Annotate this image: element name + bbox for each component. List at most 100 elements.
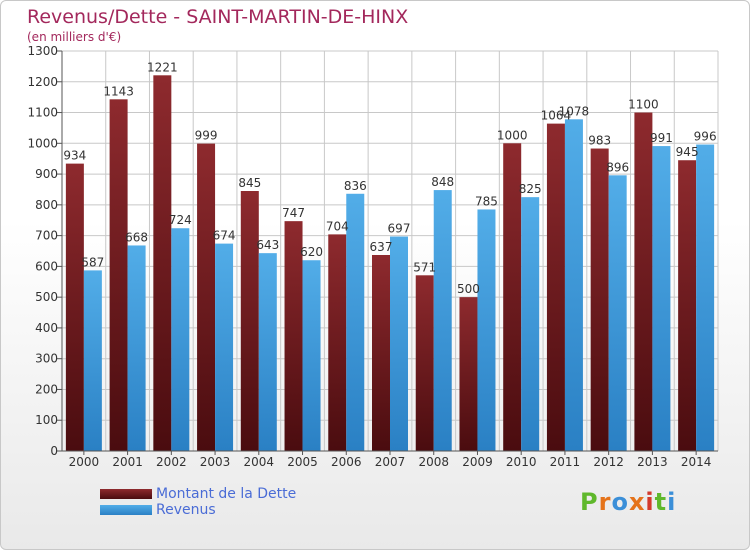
data-label: 747 [282,206,305,220]
data-label: 836 [344,179,367,193]
bar-revenus [127,245,146,451]
data-label: 845 [238,176,261,190]
x-tick-label: 2003 [200,455,231,469]
data-label: 825 [519,182,542,196]
bar-dette [459,297,478,451]
legend-item-revenus: Revenus [100,502,296,518]
y-tick-label: 1100 [27,106,58,120]
bar-dette [503,143,522,452]
x-tick-label: 2012 [593,455,624,469]
bar-dette [153,75,172,452]
bar-revenus [652,146,671,452]
data-label: 1078 [559,104,590,118]
y-tick-label: 600 [35,259,58,273]
data-label: 999 [195,129,218,143]
legend: Montant de la Dette Revenus [100,486,296,518]
logo-letter: x [628,488,646,516]
bar-dette [634,112,653,452]
bar-dette [372,255,390,451]
data-label: 991 [650,131,673,145]
bar-revenus [215,243,234,451]
data-label: 697 [388,222,411,236]
data-label: 1221 [147,60,178,74]
logo-letter: i [667,488,677,516]
bar-revenus [433,190,452,452]
bar-revenus [608,175,627,452]
y-tick-label: 300 [35,352,58,366]
data-label: 1100 [628,98,659,112]
data-label: 996 [694,130,717,144]
y-tick-label: 500 [35,290,58,304]
data-label: 983 [588,134,611,148]
data-label: 945 [676,145,699,159]
legend-label-dette: Montant de la Dette [156,486,297,502]
axes: 0 100 200 300 400 500 600 700 800 900 1000 1100 1200… [27,44,718,469]
x-tick-label: 2002 [156,455,187,469]
bar-revenus [346,193,365,451]
legend-swatch-revenus [100,505,152,515]
data-label: 704 [326,219,349,233]
y-tick-label: 200 [35,382,58,396]
bar-revenus [171,228,190,451]
x-tick-label: 2014 [681,455,712,469]
data-labels: 934 587 1143 668 1221 724 999 674 845 643 747 62070… [63,60,716,296]
x-tick-label: 2011 [550,455,581,469]
x-tick-label: 2001 [112,455,143,469]
bar-dette [197,143,216,451]
bar-revenus [258,253,277,451]
chart-title: Revenus/Dette - SAINT-MARTIN-DE-HINX [27,6,409,28]
data-label: 674 [213,229,236,243]
y-tick-label: 900 [35,167,58,181]
bar-dette [590,148,609,452]
legend-swatch-dette [100,489,152,499]
bars [65,75,715,452]
bar-dette [546,123,565,451]
legend-item-dette: Montant de la Dette [100,486,296,502]
data-label: 1064 [541,109,572,123]
bar-revenus [390,236,408,451]
bar-dette [284,221,303,451]
y-tick-label: 700 [35,229,58,243]
bar-revenus [521,197,540,451]
data-label: 620 [300,245,323,259]
x-tick-label: 2004 [244,455,275,469]
data-label: 637 [370,240,393,254]
bar-dette [109,99,128,452]
y-tick-label: 400 [35,321,58,335]
y-tick-label: 0 [50,444,58,458]
data-label: 668 [125,230,148,244]
chart-subtitle: (en milliers d'€) [27,30,122,44]
x-tick-label: 2000 [69,455,100,469]
legend-label-revenus: Revenus [156,502,216,518]
data-label: 785 [475,194,498,208]
data-label: 571 [413,260,436,274]
y-tick-label: 800 [35,198,58,212]
y-tick-label: 1200 [27,75,58,89]
logo-letter: o [611,488,629,516]
x-tick-label: 2010 [506,455,537,469]
bar-dette [415,275,434,451]
x-tick-label: 2013 [637,455,668,469]
data-label: 1143 [103,84,134,98]
y-tick-label: 1300 [27,44,58,58]
logo-letter: t [654,488,668,516]
data-label: 848 [431,175,454,189]
data-label: 934 [63,149,86,163]
y-tick-label: 1000 [27,136,58,150]
bar-revenus [564,119,583,452]
x-tick-label: 2009 [462,455,493,469]
x-tick-label: 2005 [287,455,318,469]
data-label: 724 [169,213,192,227]
data-label: 500 [457,282,480,296]
data-label: 587 [81,255,104,269]
logo-letter: P [580,488,599,516]
data-label: 896 [606,160,629,174]
logo-letter: i [645,488,655,516]
bar-revenus [83,270,102,451]
bar-dette [328,234,347,451]
data-label: 1000 [497,128,528,142]
bar-dette [65,163,84,451]
x-tick-label: 2008 [418,455,449,469]
x-tick-label: 2006 [331,455,362,469]
